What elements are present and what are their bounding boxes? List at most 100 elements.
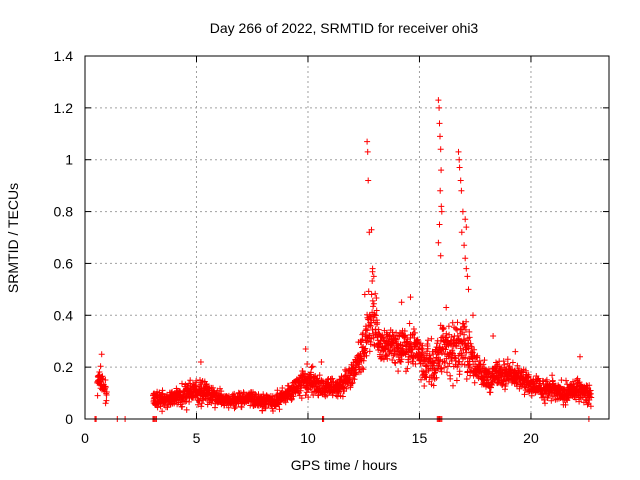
data-point <box>576 398 583 405</box>
data-point <box>159 408 166 415</box>
data-point <box>371 342 378 349</box>
data-point <box>231 405 238 412</box>
data-point <box>440 326 447 333</box>
data-point <box>438 203 445 210</box>
data-point <box>315 392 322 399</box>
data-point <box>276 406 283 413</box>
data-point <box>549 372 556 379</box>
data-point <box>457 177 464 184</box>
data-point <box>154 404 161 411</box>
data-point <box>210 384 216 391</box>
data-point <box>402 332 409 339</box>
data-point <box>365 288 372 295</box>
data-point <box>587 403 594 410</box>
data-point <box>455 148 462 155</box>
data-point <box>361 291 368 298</box>
data-point <box>584 401 591 408</box>
data-point <box>465 286 472 293</box>
data-point <box>305 394 312 401</box>
data-point <box>456 164 463 171</box>
data-point <box>372 312 379 319</box>
data-point <box>462 255 469 262</box>
data-point <box>542 400 548 407</box>
data-point <box>360 366 367 373</box>
y-tick-labels: 0 0.2 0.4 0.6 0.8 1 1.2 1.4 <box>54 48 74 427</box>
data-point <box>279 385 286 391</box>
plot-frame <box>84 55 610 420</box>
data-point <box>298 395 305 402</box>
data-point <box>358 339 365 346</box>
y-tick-label: 0.6 <box>54 255 74 271</box>
data-point <box>499 381 506 388</box>
data-point <box>183 398 190 405</box>
data-point <box>405 359 412 366</box>
data-point <box>403 368 409 375</box>
data-point <box>373 307 380 314</box>
y-tick-label: 0.8 <box>54 204 74 220</box>
y-tick-label: 0.2 <box>54 359 74 375</box>
data-point <box>428 335 435 342</box>
data-point <box>562 401 569 408</box>
data-point <box>437 187 444 194</box>
data-point <box>369 265 376 272</box>
data-point <box>304 361 311 367</box>
data-point <box>445 323 452 330</box>
data-point <box>514 362 521 369</box>
x-tick-label: 0 <box>81 430 89 446</box>
data-point <box>447 375 454 382</box>
data-point <box>440 325 447 332</box>
data-point <box>481 357 488 364</box>
data-point <box>453 377 460 384</box>
data-point <box>179 403 186 410</box>
data-point <box>500 358 507 365</box>
data-point <box>374 319 381 326</box>
data-point <box>98 351 105 358</box>
data-point <box>103 389 110 395</box>
data-point <box>382 346 388 353</box>
data-point <box>231 390 238 397</box>
data-point <box>476 357 483 364</box>
data-point <box>197 359 204 365</box>
y-axis-label: SRMTID / TECUs <box>5 183 21 293</box>
data-point <box>395 368 402 375</box>
data-point <box>466 334 473 341</box>
data-point <box>94 392 101 399</box>
data-point <box>577 353 583 360</box>
data-point <box>435 97 442 104</box>
data-point <box>369 297 376 304</box>
data-point <box>375 326 382 333</box>
data-point <box>370 273 377 280</box>
data-point <box>450 382 456 389</box>
data-point <box>187 377 194 384</box>
data-point <box>426 352 433 359</box>
data-point <box>424 345 431 352</box>
data-point <box>436 221 443 228</box>
data-point <box>456 156 463 163</box>
data-point <box>218 388 225 395</box>
data-point <box>418 376 424 383</box>
data-point <box>97 363 104 370</box>
data-point <box>290 393 297 400</box>
data-point <box>430 382 437 389</box>
data-point <box>466 358 473 365</box>
x-tick-label: 5 <box>193 430 201 446</box>
data-point <box>318 359 325 365</box>
data-point <box>179 380 185 387</box>
data-point <box>453 358 459 364</box>
data-point <box>377 355 384 362</box>
data-point <box>102 377 109 383</box>
data-point <box>368 291 375 298</box>
data-point <box>574 375 581 382</box>
data-point <box>461 242 468 249</box>
data-point <box>367 313 374 320</box>
data-point <box>436 104 443 111</box>
data-point <box>588 394 595 401</box>
data-point <box>364 138 371 145</box>
x-tick-label: 20 <box>523 430 539 446</box>
data-point <box>472 358 479 365</box>
data-point <box>462 354 469 361</box>
data-point <box>398 358 404 365</box>
data-point <box>509 359 516 366</box>
data-point <box>437 338 444 344</box>
data-point <box>193 377 200 384</box>
